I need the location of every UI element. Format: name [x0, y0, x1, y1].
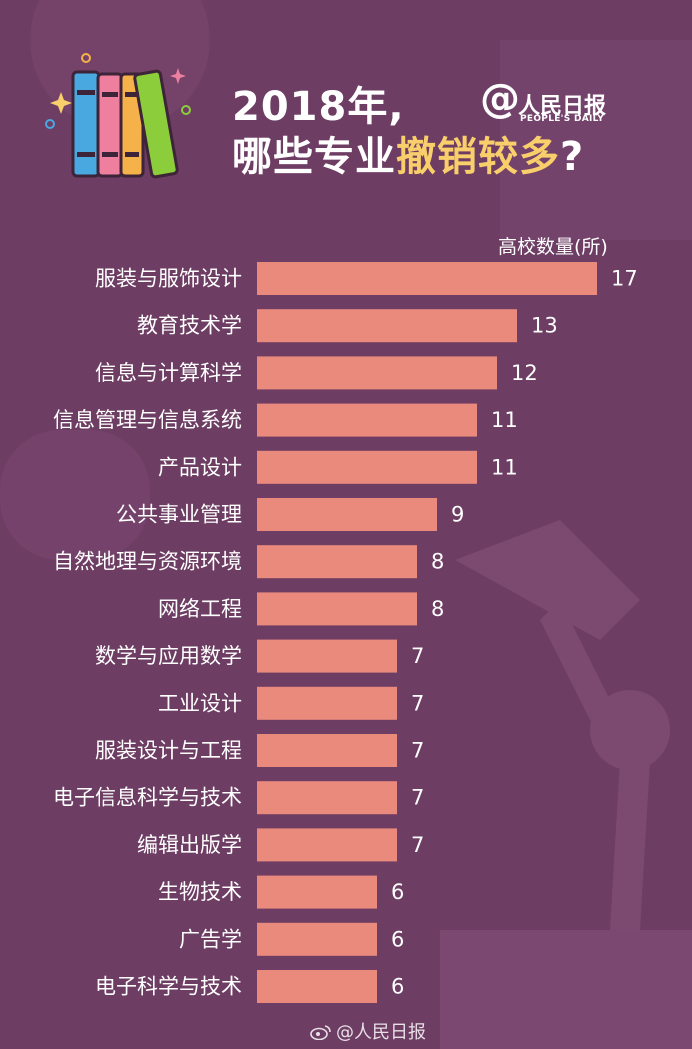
- bar-4: [257, 450, 477, 484]
- bar-6: [257, 545, 417, 579]
- bar-10: [257, 734, 397, 767]
- category-label-10: 服装设计与工程: [95, 739, 242, 763]
- title-line-2-highlight: 撤销较多: [396, 134, 560, 180]
- bar-5: [257, 498, 437, 531]
- title-line-2: 哪些专业撤销较多?: [232, 132, 584, 182]
- axis-unit-label: 高校数量(所): [498, 236, 608, 258]
- category-label-4: 产品设计: [158, 455, 242, 479]
- chart-title: 2018年, 哪些专业撤销较多?: [232, 82, 584, 182]
- value-label-8: 7: [411, 644, 424, 668]
- category-label-8: 数学与应用数学: [95, 644, 242, 668]
- bar-8: [257, 639, 397, 673]
- category-label-3: 信息管理与信息系统: [53, 408, 242, 432]
- title-line-2-end: ?: [560, 134, 585, 180]
- value-label-2: 12: [511, 361, 538, 385]
- category-label-0: 服装与服饰设计: [95, 267, 242, 291]
- brand-name-cn: 人民日报: [518, 94, 607, 119]
- title-line-2-plain: 哪些专业: [232, 134, 396, 180]
- brand-at-symbol: @: [480, 76, 520, 122]
- value-label-1: 13: [531, 314, 558, 338]
- value-label-11: 7: [411, 786, 424, 810]
- category-label-1: 教育技术学: [137, 314, 242, 338]
- value-label-4: 11: [491, 455, 518, 479]
- bar-9: [257, 686, 397, 720]
- bar-2: [257, 356, 497, 390]
- category-label-11: 电子信息科学与技术: [53, 786, 242, 810]
- value-label-5: 9: [451, 503, 464, 527]
- bar-12: [257, 828, 397, 862]
- category-label-6: 自然地理与资源环境: [53, 550, 242, 574]
- bar-0: [257, 262, 597, 295]
- category-label-14: 广告学: [179, 927, 242, 951]
- value-label-6: 8: [431, 550, 444, 574]
- category-label-9: 工业设计: [158, 691, 242, 715]
- footer-weibo: @人民日报: [310, 1018, 426, 1044]
- value-label-14: 6: [391, 927, 404, 951]
- bar-7: [257, 592, 417, 626]
- bar-13: [257, 875, 377, 909]
- value-label-15: 6: [391, 975, 404, 999]
- value-label-10: 7: [411, 739, 424, 763]
- title-line-1: 2018年,: [232, 84, 405, 130]
- value-label-0: 17: [611, 267, 638, 291]
- value-label-12: 7: [411, 833, 424, 857]
- value-label-13: 6: [391, 880, 404, 904]
- weibo-icon: [310, 1025, 331, 1040]
- value-label-9: 7: [411, 691, 424, 715]
- brand-name-en: PEOPLE'S DAILY: [520, 114, 605, 124]
- category-label-13: 生物技术: [158, 880, 242, 904]
- category-label-7: 网络工程: [158, 597, 242, 621]
- bar-3: [257, 403, 477, 437]
- category-label-15: 电子科学与技术: [95, 975, 242, 999]
- footer-text: @人民日报: [336, 1022, 426, 1043]
- bar-15: [257, 970, 377, 1003]
- bar-11: [257, 781, 397, 815]
- bar-14: [257, 922, 377, 956]
- category-label-2: 信息与计算科学: [95, 361, 242, 385]
- value-label-7: 8: [431, 597, 444, 621]
- category-label-12: 编辑出版学: [137, 833, 242, 857]
- bar-1: [257, 309, 517, 343]
- category-label-5: 公共事业管理: [116, 503, 242, 527]
- value-label-3: 11: [491, 408, 518, 432]
